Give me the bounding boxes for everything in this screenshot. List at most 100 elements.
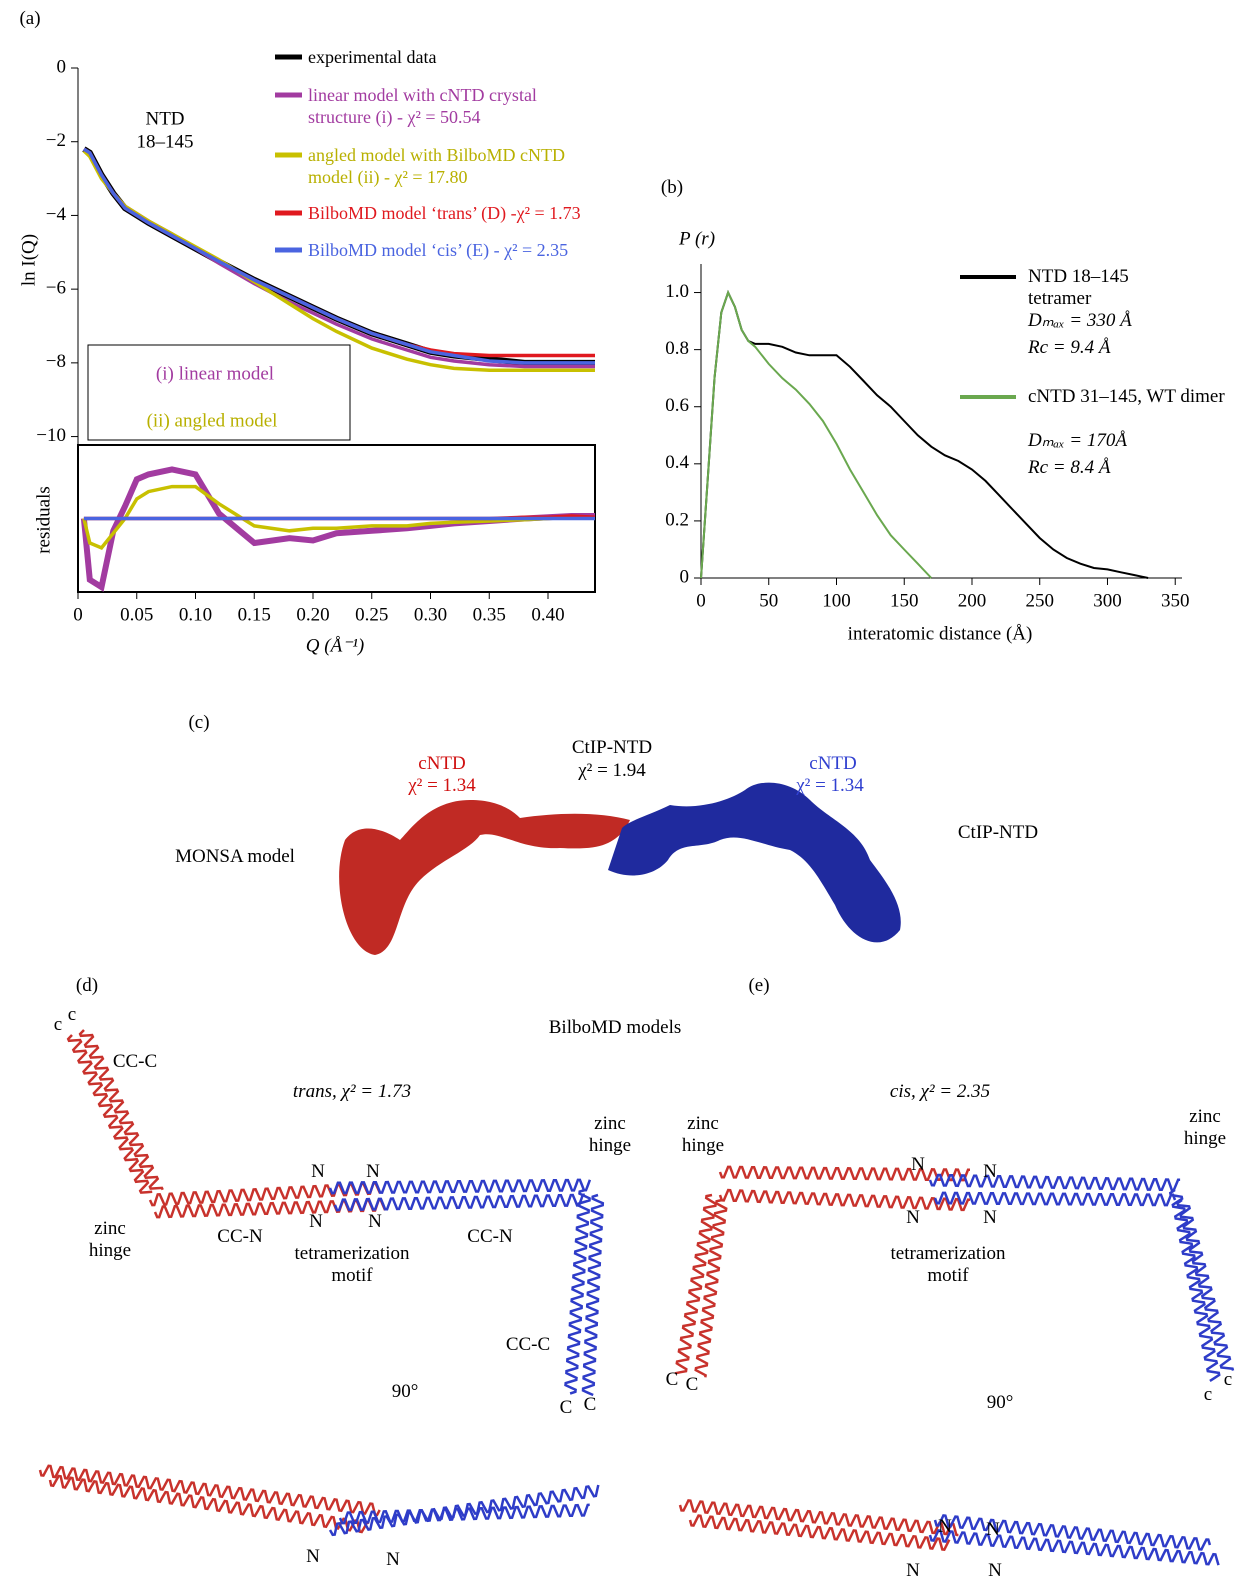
structure-label: N bbox=[386, 1549, 400, 1571]
legend-label: BilboMD model ‘cis’ (E) - χ² = 2.35 bbox=[308, 239, 588, 261]
y-tick-label: −8 bbox=[46, 351, 66, 372]
structure-label: C bbox=[686, 1374, 699, 1396]
x-tick-label: 0.05 bbox=[120, 604, 153, 625]
helix bbox=[1170, 1190, 1219, 1381]
y-tick-label: −4 bbox=[46, 204, 67, 225]
legend-label: BilboMD model ‘trans’ (D) -χ² = 1.73 bbox=[308, 202, 588, 224]
structure-label: CC-N bbox=[467, 1226, 512, 1248]
panel-label: (e) bbox=[748, 975, 769, 997]
structure-label: c bbox=[68, 1004, 76, 1026]
helix bbox=[335, 1195, 585, 1210]
legend-detail: Dₘₐₓ = 170Å bbox=[1028, 430, 1127, 452]
legend-label: cNTD 31–145, WT dimer bbox=[1028, 386, 1228, 408]
structure-label: N bbox=[366, 1161, 380, 1183]
structure-label: c bbox=[1204, 1384, 1212, 1406]
helix bbox=[720, 1190, 970, 1210]
monsa-label: χ² = 1.34 bbox=[408, 775, 476, 797]
y-axis-label: ln I(Q) bbox=[18, 234, 39, 286]
models-title: BilboMD models bbox=[549, 1017, 681, 1039]
x-tick-label: 0.20 bbox=[296, 604, 329, 625]
structure-label: tetramerization motif bbox=[873, 1243, 1023, 1287]
structure-label: N bbox=[311, 1161, 325, 1183]
x-tick-label: 0 bbox=[73, 604, 83, 625]
structure-label: 90° bbox=[392, 1381, 419, 1403]
x-tick-label: 0.30 bbox=[414, 604, 447, 625]
helix bbox=[40, 1466, 380, 1515]
y-tick-label: −10 bbox=[36, 425, 66, 446]
structure-label: N bbox=[988, 1560, 1002, 1582]
structure-label: c bbox=[54, 1014, 62, 1036]
structure-label: C bbox=[666, 1369, 679, 1391]
annotation: NTD bbox=[145, 108, 184, 129]
legend-detail: Rc = 8.4 Å bbox=[1028, 457, 1110, 479]
x-tick-label: 0.10 bbox=[179, 604, 212, 625]
helix bbox=[720, 1167, 970, 1180]
y-tick-label: 0.8 bbox=[665, 338, 689, 359]
legend-detail: Dₘₐₓ = 330 Å bbox=[1028, 310, 1132, 332]
monsa-label: cNTD bbox=[809, 753, 856, 775]
y-tick-label: 0 bbox=[680, 566, 690, 587]
structure-label: C bbox=[584, 1394, 597, 1416]
helix bbox=[935, 1193, 1175, 1205]
x-axis-label: Q (Å⁻¹) bbox=[306, 635, 364, 656]
monsa-blue bbox=[608, 783, 901, 943]
y-tick-label: 0.2 bbox=[665, 509, 689, 530]
monsa-label: χ² = 1.34 bbox=[796, 775, 864, 797]
structure-label: CC-C bbox=[506, 1334, 550, 1356]
y-tick-label: −2 bbox=[46, 130, 66, 151]
structure-label: N bbox=[906, 1207, 920, 1229]
monsa-label: CtIP-NTD bbox=[572, 737, 652, 759]
x-tick-label: 0.15 bbox=[238, 604, 271, 625]
x-tick-label: 50 bbox=[759, 590, 778, 611]
monsa-label: χ² = 1.94 bbox=[578, 760, 646, 782]
series-line bbox=[701, 293, 931, 579]
x-tick-label: 0 bbox=[696, 590, 706, 611]
y-tick-label: 0.6 bbox=[665, 395, 689, 416]
y-tick-label: 1.0 bbox=[665, 281, 689, 302]
x-tick-label: 250 bbox=[1025, 590, 1054, 611]
model-title: trans, χ² = 1.73 bbox=[293, 1081, 411, 1103]
structure-label: N bbox=[911, 1154, 925, 1176]
y-axis-label: P (r) bbox=[678, 228, 715, 249]
y-axis-label: residuals bbox=[33, 486, 54, 554]
structure-label: c bbox=[1224, 1369, 1232, 1391]
structure-label: C bbox=[560, 1397, 573, 1419]
model-title: cis, χ² = 2.35 bbox=[890, 1081, 990, 1103]
structure-label: zinc hinge bbox=[1180, 1106, 1230, 1150]
legend-label: NTD 18–145 tetramer bbox=[1028, 266, 1153, 310]
x-tick-label: 100 bbox=[822, 590, 851, 611]
structure-label: N bbox=[983, 1207, 997, 1229]
structure-label: tetramerization motif bbox=[277, 1243, 427, 1287]
structure-label: N bbox=[983, 1161, 997, 1183]
legend-label: angled model with BilboMD cNTD model (ii… bbox=[308, 144, 588, 188]
helix bbox=[330, 1485, 598, 1535]
structure-label: 90° bbox=[987, 1392, 1014, 1414]
y-tick-label: −6 bbox=[46, 278, 66, 299]
annotation: (i) linear model bbox=[156, 363, 274, 384]
x-tick-label: 0.40 bbox=[531, 604, 564, 625]
structure-label: CC-C bbox=[113, 1051, 157, 1073]
x-axis-label: interatomic distance (Å) bbox=[848, 623, 1033, 644]
figure-graphics: 0−2−4−6−8−1000.050.100.150.200.250.300.3… bbox=[0, 0, 1259, 1589]
x-tick-label: 300 bbox=[1093, 590, 1122, 611]
x-tick-label: 200 bbox=[958, 590, 987, 611]
panel-label: (b) bbox=[661, 177, 683, 199]
structure-label: N bbox=[986, 1519, 1000, 1541]
structure-label: CC-N bbox=[217, 1226, 262, 1248]
y-tick-label: 0 bbox=[57, 56, 67, 77]
structure-label: N bbox=[309, 1211, 323, 1233]
structure-label: zinc hinge bbox=[678, 1113, 728, 1157]
x-tick-label: 150 bbox=[890, 590, 919, 611]
monsa-label: MONSA model bbox=[175, 846, 295, 868]
annotation: 18–145 bbox=[137, 131, 194, 152]
figure: 0−2−4−6−8−1000.050.100.150.200.250.300.3… bbox=[0, 0, 1259, 1589]
structure-label: N bbox=[306, 1546, 320, 1568]
helix bbox=[50, 1476, 369, 1532]
helix bbox=[930, 1175, 1180, 1190]
x-tick-label: 0.35 bbox=[473, 604, 506, 625]
x-tick-label: 0.25 bbox=[355, 604, 388, 625]
structure-label: zinc hinge bbox=[85, 1218, 135, 1262]
structure-label: N bbox=[938, 1516, 952, 1538]
x-tick-label: 350 bbox=[1161, 590, 1190, 611]
structure-label: N bbox=[368, 1211, 382, 1233]
